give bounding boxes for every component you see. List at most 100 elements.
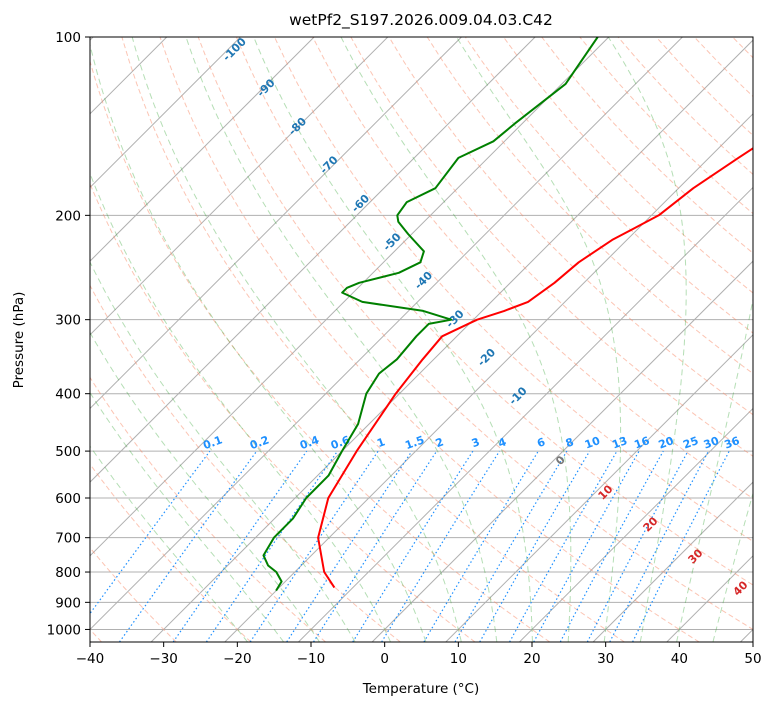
y-tick-label: 100: [55, 30, 81, 46]
dewpoint-profile-line: [262, 37, 599, 592]
mixing-ratio-line: [423, 450, 539, 642]
dry-adiabat-label: -90: [254, 76, 277, 99]
dry-adiabat-line: [90, 284, 401, 642]
x-tick-label: −30: [149, 651, 178, 667]
mixing-ratio-line: [119, 450, 258, 642]
mixing-ratio-label: 0.6: [329, 433, 352, 452]
y-tick-label: 500: [55, 444, 81, 460]
mixing-ratio-label: 36: [723, 434, 742, 452]
y-tick-label: 400: [55, 387, 81, 403]
moist-adiabat-label: 30: [686, 546, 706, 566]
mixing-ratio-label: 0.1: [201, 433, 224, 452]
dry-adiabat-line: [90, 182, 476, 642]
mixing-ratio-label: 25: [681, 434, 700, 451]
mixing-ratio-label: 16: [632, 434, 651, 452]
plot-frame: [89, 36, 754, 643]
y-axis: 1000 900 800 700 600 500 400 300 200 100: [47, 30, 90, 638]
mixing-ratio-line: [509, 450, 618, 642]
moist-adiabat-line: [131, 37, 462, 642]
dry-adiabat-label: -60: [349, 192, 372, 215]
x-tick-label: 20: [523, 651, 540, 667]
mixing-ratio-line: [609, 450, 710, 642]
y-tick-label: 700: [55, 531, 81, 547]
y-axis-label: Pressure (hPa): [11, 292, 27, 389]
moist-adiabat-label: 40: [731, 578, 751, 598]
dry-adiabat-line: [693, 37, 753, 98]
mixing-ratio-label: 30: [702, 434, 721, 452]
mixing-ratio-line: [533, 450, 640, 642]
isotherm-gridline: [740, 628, 753, 642]
mixing-ratio-line: [205, 450, 338, 642]
moist-adiabat-label: 0: [553, 453, 568, 468]
dry-adiabat-line: [312, 37, 753, 500]
isotherm-gridline: [90, 37, 241, 189]
x-tick-label: 0: [380, 651, 389, 667]
chart-title: wetPf2_S197.2026.009.04.03.C42: [289, 11, 553, 30]
mixing-ratio-label: 1.5: [403, 433, 426, 452]
dry-adiabat-label: -40: [412, 269, 435, 292]
dry-adiabat-label: -70: [317, 153, 340, 176]
mixing-ratio-label: 2: [434, 435, 446, 450]
mixing-ratio-label: 0.4: [298, 433, 321, 452]
isotherm-gridline: [224, 113, 753, 642]
mixing-ratio-line: [312, 450, 438, 642]
isotherm-gridline: [592, 481, 753, 642]
mixing-ratio-label: 13: [610, 434, 629, 451]
dry-adiabat-line: [464, 37, 753, 334]
y-tick-label: 800: [55, 565, 81, 581]
dry-adiabat-line: [541, 37, 753, 254]
mixing-ratio-line: [90, 450, 211, 615]
mixing-ratio-label: 8: [564, 435, 576, 450]
dry-adiabat-line: [235, 37, 753, 586]
isotherm-gridline: [445, 334, 753, 642]
dry-adiabat-label: -20: [475, 346, 498, 369]
x-tick-label: 30: [597, 651, 614, 667]
mixing-ratio-label: 6: [535, 435, 547, 450]
isotherm-gridline: [371, 260, 753, 642]
isotherm-gridline: [90, 37, 462, 410]
isotherm-gridline: [90, 37, 315, 262]
mixing-ratio-label: 10: [583, 434, 602, 452]
x-tick-label: 10: [450, 651, 467, 667]
moist-adiabat-line: [90, 445, 248, 642]
x-tick-label: −20: [223, 651, 252, 667]
x-axis: −40 −30 −20 −10 0 10 20 30 40 50: [76, 642, 762, 667]
background-lines: [90, 37, 775, 642]
dry-adiabat-line: [197, 37, 753, 630]
mixing-ratio-label: 1: [375, 435, 387, 450]
moist-adiabat-line: [253, 37, 533, 642]
y-tick-label: 200: [55, 208, 81, 224]
dry-adiabat-line: [90, 59, 551, 642]
dry-adiabat-line: [426, 37, 753, 375]
dry-adiabat-line: [771, 37, 775, 642]
isotherm-gridline: [90, 37, 389, 336]
dry-adiabat-line: [90, 376, 326, 642]
profile-lines: [262, 37, 753, 592]
mixing-ratio-line: [586, 450, 689, 642]
moist-adiabat-line: [340, 37, 572, 642]
moist-adiabat-line: [185, 37, 498, 642]
moist-adiabat-line: [607, 37, 687, 642]
dry-adiabat-label: -100: [220, 35, 249, 64]
moist-adiabat-line: [676, 296, 753, 642]
moist-adiabat-label: 10: [596, 482, 616, 502]
dry-adiabat-line: [503, 37, 753, 294]
temperature-profile-line: [317, 147, 753, 589]
x-tick-label: −10: [297, 651, 326, 667]
dry-adiabat-label: -80: [286, 115, 309, 138]
mixing-ratio-label: 3: [470, 435, 482, 450]
y-tick-label: 1000: [47, 622, 81, 638]
moist-adiabat-line: [456, 37, 622, 642]
dry-adiabat-label: -50: [380, 230, 403, 253]
x-axis-label: Temperature (°C): [362, 681, 480, 697]
mixing-ratio-label: 0.2: [248, 433, 271, 452]
mixing-ratio-line: [249, 450, 379, 642]
isotherm-gridline: [90, 37, 536, 483]
isotherm-gridline: [90, 37, 610, 557]
moist-adiabat-line: [90, 260, 356, 642]
mixing-ratio-line: [632, 450, 730, 642]
mixing-ratio-label: 20: [657, 434, 676, 452]
dry-adiabat-line: [159, 37, 700, 642]
mixing-ratio-line: [559, 450, 664, 642]
